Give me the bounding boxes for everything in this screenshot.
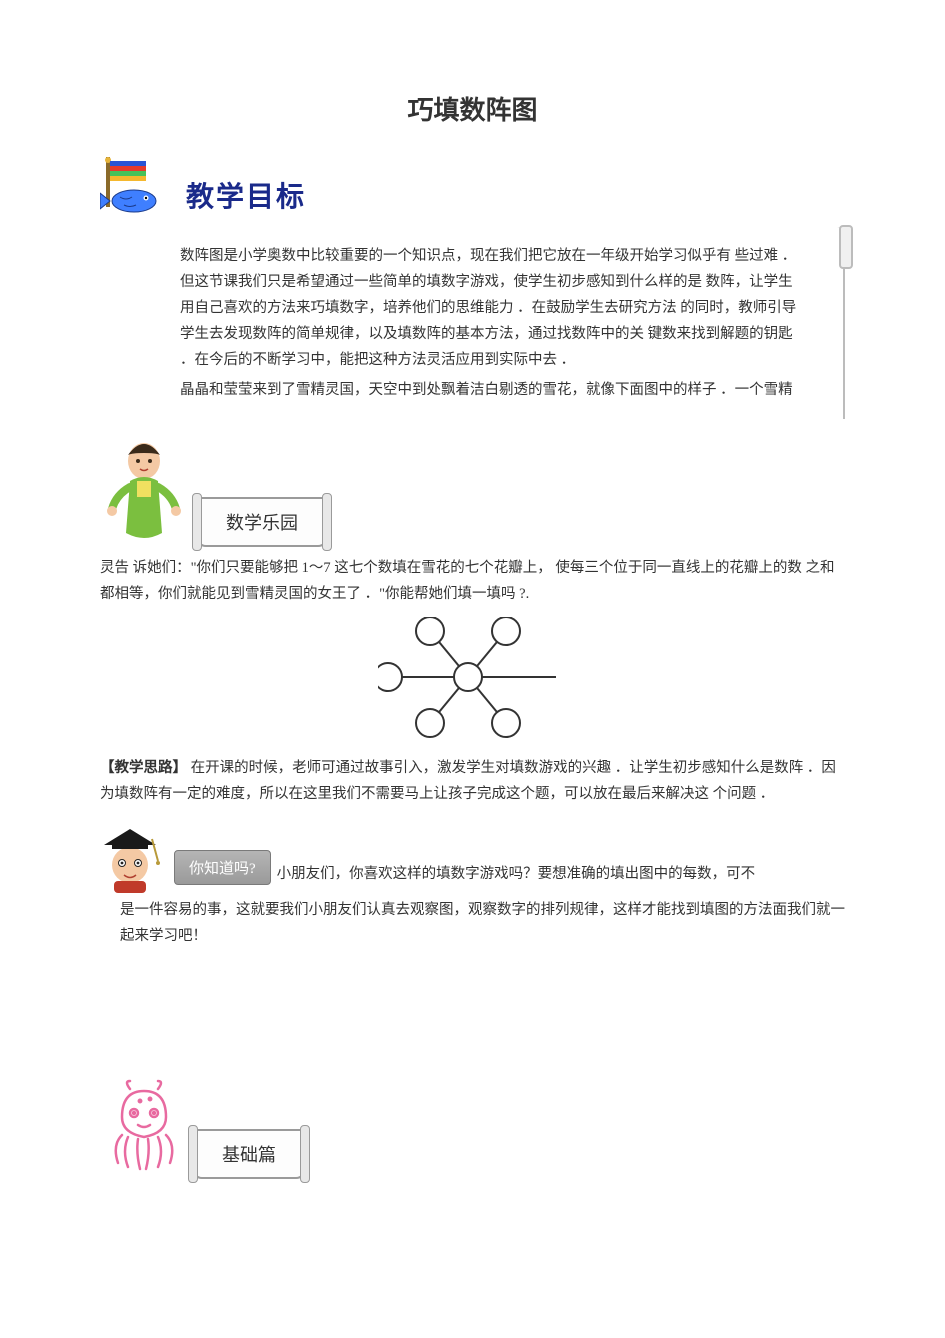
section2-body: 灵告 诉她们："你们只要能够把 1～7 这七个数填在雪花的七个花瓣上， 使每三个… xyxy=(100,555,845,607)
squid-icon xyxy=(100,1079,188,1179)
section4-scroll-label: 基础篇 xyxy=(192,1129,306,1179)
section3-body-rest: 是一件容易的事，这就要我们小朋友们认真去观察图，观察数字的排列规律，这样才能找到… xyxy=(120,897,845,949)
teaching-note-tag: 【教学思路】 xyxy=(100,760,187,776)
section3-header: 你知道吗? 小朋友们，你喜欢这样的填数字游戏吗？要想准确的填出图中的每数，可不 xyxy=(100,821,845,893)
teaching-note-body: 在开课的时候，老师可通过故事引入，激发学生对填数游戏的兴趣 ．让学生初步感知什么… xyxy=(100,760,836,802)
teaching-note: 【教学思路】 在开课的时候，老师可通过故事引入，激发学生对填数游戏的兴趣 ．让学… xyxy=(100,755,845,807)
page-title: 巧填数阵图 xyxy=(100,90,845,127)
section2-header: 数学乐园 xyxy=(100,437,845,547)
section1-body-box: 数阵图是小学奥数中比较重要的一个知识点，现在我们把它放在一年级开始学习似乎有 些… xyxy=(130,227,845,419)
section4-header: 基础篇 xyxy=(100,1079,845,1179)
scholar-icon xyxy=(100,821,170,893)
teacher-icon xyxy=(100,437,192,547)
section1-heading: 教学目标 xyxy=(186,175,306,215)
section1-leadin: 晶晶和莹莹来到了雪精灵国，天空中到处飘着洁白剔透的雪花，就像下面图中的样子 ．一… xyxy=(180,377,803,403)
section3-body-first: 小朋友们，你喜欢这样的填数字游戏吗？要想准确的填出图中的每数，可不 xyxy=(277,861,756,887)
section1-header: 教学目标 xyxy=(100,157,845,215)
section3-banner: 你知道吗? xyxy=(174,850,271,885)
flag-fish-icon xyxy=(100,157,180,215)
section2-scroll-label: 数学乐园 xyxy=(196,497,328,547)
snowflake-diagram xyxy=(378,617,568,747)
section1-body: 数阵图是小学奥数中比较重要的一个知识点，现在我们把它放在一年级开始学习似乎有 些… xyxy=(180,243,803,373)
